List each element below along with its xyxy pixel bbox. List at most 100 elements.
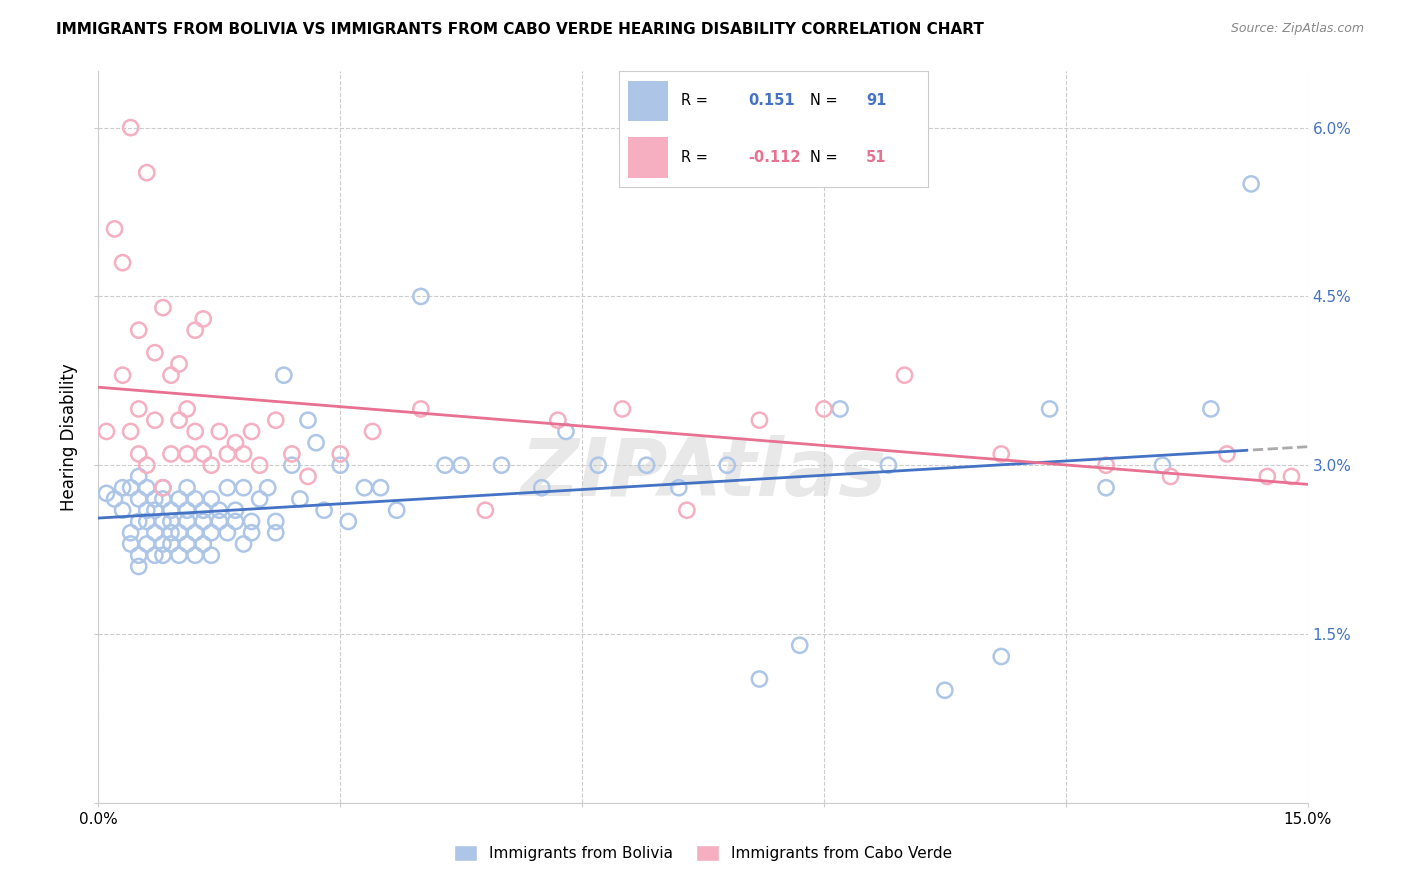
Point — [160, 515, 183, 529]
FancyBboxPatch shape — [628, 80, 668, 121]
Point — [474, 503, 496, 517]
Point — [249, 458, 271, 473]
Point — [143, 525, 166, 540]
Point — [748, 672, 770, 686]
Point — [184, 525, 207, 540]
Point — [297, 413, 319, 427]
Point — [193, 503, 215, 517]
Point — [184, 548, 207, 562]
Point — [676, 503, 699, 517]
Point — [636, 458, 658, 473]
Point — [152, 481, 174, 495]
Point — [128, 469, 150, 483]
Point — [200, 548, 222, 562]
Point — [1256, 469, 1278, 483]
Point — [217, 525, 239, 540]
Point — [167, 357, 190, 371]
Point — [1216, 447, 1239, 461]
Point — [813, 401, 835, 416]
Point — [176, 537, 198, 551]
Point — [208, 425, 231, 439]
Point — [434, 458, 457, 473]
Point — [135, 537, 157, 551]
Point — [232, 447, 254, 461]
Point — [111, 503, 134, 517]
Point — [240, 425, 263, 439]
Point — [120, 120, 142, 135]
Point — [160, 368, 183, 383]
Point — [491, 458, 513, 473]
Point — [200, 491, 222, 506]
Point — [409, 289, 432, 303]
Point — [828, 401, 851, 416]
Text: N =: N = — [810, 94, 838, 109]
Text: 91: 91 — [866, 94, 886, 109]
Point — [877, 458, 900, 473]
Point — [111, 368, 134, 383]
Point — [232, 537, 254, 551]
Point — [934, 683, 956, 698]
Point — [990, 447, 1012, 461]
Text: 0.151: 0.151 — [748, 94, 796, 109]
Point — [143, 413, 166, 427]
Point — [167, 491, 190, 506]
Point — [264, 525, 287, 540]
Point — [370, 481, 392, 495]
Point — [1039, 401, 1062, 416]
Text: R =: R = — [681, 94, 711, 109]
Point — [232, 481, 254, 495]
Point — [128, 323, 150, 337]
Point — [329, 447, 352, 461]
Point — [281, 447, 304, 461]
Point — [208, 503, 231, 517]
FancyBboxPatch shape — [628, 137, 668, 178]
Point — [361, 425, 384, 439]
Point — [409, 401, 432, 416]
Point — [1095, 458, 1118, 473]
Text: N =: N = — [810, 150, 838, 165]
Point — [193, 515, 215, 529]
Point — [103, 491, 125, 506]
Point — [143, 548, 166, 562]
Point — [530, 481, 553, 495]
Point — [200, 458, 222, 473]
Point — [167, 413, 190, 427]
Point — [152, 537, 174, 551]
Point — [329, 458, 352, 473]
Point — [1095, 481, 1118, 495]
Point — [184, 425, 207, 439]
Point — [160, 447, 183, 461]
Point — [990, 649, 1012, 664]
Point — [176, 503, 198, 517]
Point — [893, 368, 915, 383]
Point — [111, 481, 134, 495]
Point — [152, 301, 174, 315]
Point — [193, 537, 215, 551]
Point — [200, 525, 222, 540]
Point — [176, 401, 198, 416]
Point — [240, 515, 263, 529]
Point — [96, 425, 118, 439]
Point — [224, 503, 246, 517]
Point — [208, 515, 231, 529]
Point — [176, 481, 198, 495]
Point — [281, 458, 304, 473]
Point — [224, 515, 246, 529]
Point — [612, 401, 634, 416]
Point — [193, 447, 215, 461]
Text: 51: 51 — [866, 150, 887, 165]
Point — [249, 491, 271, 506]
Point — [273, 368, 295, 383]
Point — [120, 425, 142, 439]
Point — [167, 548, 190, 562]
Point — [152, 515, 174, 529]
Point — [1199, 401, 1222, 416]
Point — [224, 435, 246, 450]
Point — [789, 638, 811, 652]
Point — [135, 166, 157, 180]
Point — [184, 323, 207, 337]
Point — [143, 345, 166, 359]
Point — [716, 458, 738, 473]
Point — [193, 312, 215, 326]
Text: R =: R = — [681, 150, 711, 165]
